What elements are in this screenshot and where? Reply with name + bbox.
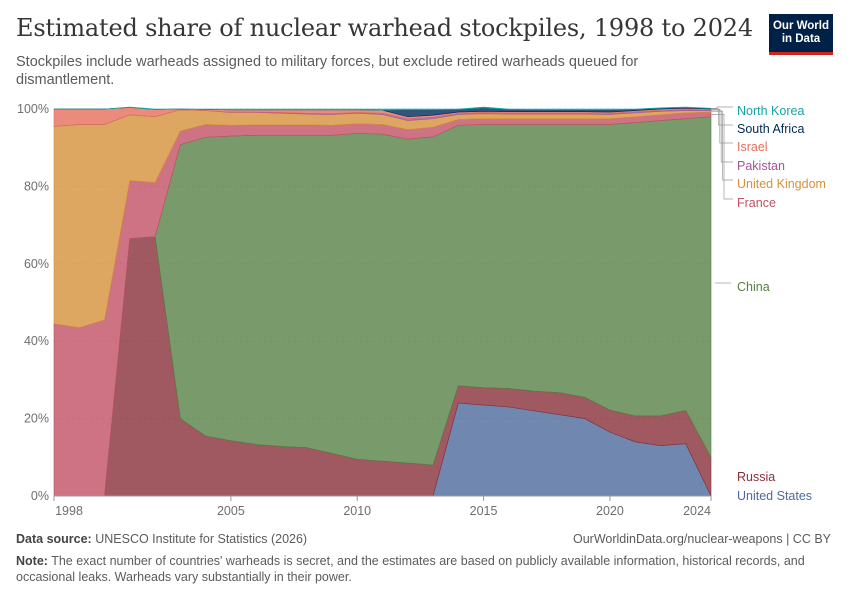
legend-connector [711,109,733,163]
data-source-label: Data source: [16,532,92,546]
note-label: Note: [16,554,48,568]
legend-label-united-states[interactable]: United States [737,489,812,503]
x-tick-label: 2024 [683,504,711,518]
x-tick-label: 2010 [343,504,371,518]
y-tick-label: 80% [24,179,49,193]
y-tick-label: 0% [31,489,49,503]
legend-connector [711,106,733,109]
legend-connector [711,110,733,181]
legend-connector [711,108,733,126]
y-tick-label: 100% [17,102,49,116]
y-tick-label: 20% [24,412,49,426]
legend-label-north-korea[interactable]: North Korea [737,104,804,118]
legend-label-united-kingdom[interactable]: United Kingdom [737,177,826,191]
x-tick-label: 1998 [55,504,83,518]
logo-line-2: in Data [781,33,821,45]
chart-subtitle: Stockpiles include warheads assigned to … [16,54,639,88]
legend-label-france[interactable]: France [737,196,776,210]
legend-connector [711,109,733,144]
y-tick-label: 60% [24,257,49,271]
legend-label-pakistan[interactable]: Pakistan [737,159,785,173]
x-tick-label: 2020 [596,504,624,518]
chart-title: Estimated share of nuclear warhead stock… [16,14,753,42]
source-url[interactable]: OurWorldinData.org/nuclear-weapons | CC … [573,532,831,546]
legend-label-china[interactable]: China [737,280,770,294]
legend-label-russia[interactable]: Russia [737,470,775,484]
note-text: The exact number of countries' warheads … [16,554,805,584]
logo-line-1: Our World [772,20,829,32]
legend-label-israel[interactable]: Israel [737,140,768,154]
legend-label-south-africa[interactable]: South Africa [737,122,804,136]
stacked-area-chart[interactable]: 0% 20% 40% 60% 80% 100% 1998 2005 2010 2015 2020 20… [0,0,850,525]
x-tick-label: 2005 [217,504,245,518]
y-tick-label: 40% [24,334,49,348]
data-source: Data source: UNESCO Institute for Statis… [16,532,307,546]
x-tick-label: 2015 [470,504,498,518]
data-source-text[interactable]: UNESCO Institute for Statistics (2026) [95,532,308,546]
legend-connector [711,114,733,200]
chart-note: Note: The exact number of countries' war… [16,553,834,585]
owid-logo[interactable]: Our World in Data [769,14,833,55]
